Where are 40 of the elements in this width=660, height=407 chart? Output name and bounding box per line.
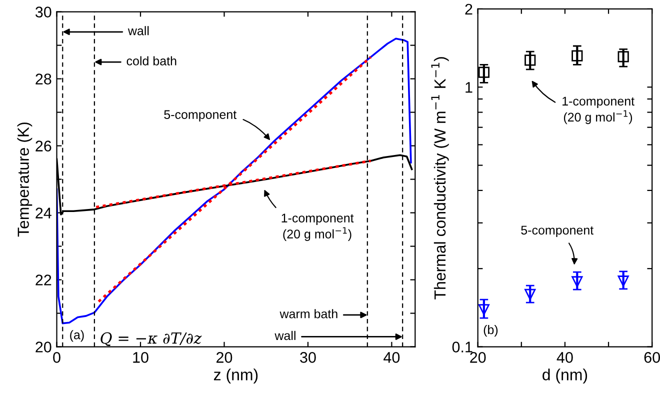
x-tick-label: 60	[644, 352, 660, 363]
y-tick-label: 0.1	[452, 342, 472, 352]
x-axis-title: d (nm)	[542, 368, 588, 384]
x-tick-label: 10	[133, 352, 148, 363]
x-tick-label: 40	[384, 352, 400, 363]
point	[478, 66, 490, 78]
y-tick-label: 26	[36, 140, 52, 152]
point	[524, 288, 536, 300]
point	[478, 304, 490, 316]
x-tick-label: 30	[300, 352, 316, 363]
point	[618, 51, 629, 62]
y-axis-title: Temperature (K)	[17, 122, 32, 237]
x-tick-label: 40	[556, 352, 573, 363]
x-axis-title: z (nm)	[214, 368, 258, 384]
point	[618, 276, 629, 287]
y-tick-label: 2	[465, 4, 472, 14]
x-tick-label: 20	[216, 352, 232, 363]
annotation: 5-component	[164, 110, 237, 122]
y-tick-label: 28	[36, 74, 52, 84]
annotation: (b)	[484, 324, 498, 337]
point	[572, 50, 583, 62]
point	[524, 54, 536, 66]
y-tick-label: 30	[35, 6, 52, 18]
y-tick-label: 20	[36, 342, 52, 352]
ref-line-label: wall	[274, 330, 296, 340]
y-tick-label: 1	[466, 82, 472, 93]
annotation: 5-component	[521, 226, 594, 238]
ref-line-label: warm bath	[280, 309, 338, 318]
line-series	[56, 38, 412, 324]
y-tick-label: 24	[36, 208, 52, 218]
ref-line-label: cold bath	[126, 56, 176, 66]
annotation: Q = −κ ∂T/∂z	[100, 332, 202, 346]
ref-line-label: wall	[128, 26, 149, 36]
point	[572, 276, 583, 288]
annotation: 1-component (20 g mol$^{−1}$)	[282, 214, 354, 241]
x-tick-label: 0	[53, 352, 60, 363]
annotation: (a)	[70, 330, 84, 342]
y-axis-title: Thermal conductivity (W m$^{−1}$ K$^{−1}$)	[431, 57, 449, 300]
y-tick-label: 22	[36, 274, 52, 286]
annotation: 1-component (20 g mol$^{−1}$)	[562, 96, 634, 124]
